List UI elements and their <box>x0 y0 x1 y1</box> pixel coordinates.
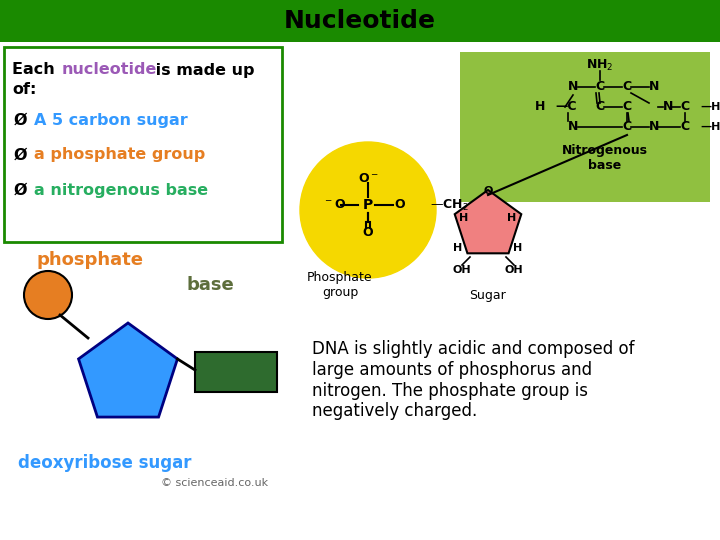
Text: C: C <box>622 120 631 133</box>
Text: —CH$_2$: —CH$_2$ <box>430 198 469 213</box>
Text: N: N <box>568 80 578 93</box>
Text: phosphate: phosphate <box>37 251 143 269</box>
Text: N: N <box>568 120 578 133</box>
Text: H: H <box>508 213 517 223</box>
Text: H: H <box>459 213 469 223</box>
Text: a phosphate group: a phosphate group <box>34 147 205 163</box>
Text: is made up: is made up <box>150 63 254 78</box>
Circle shape <box>24 271 72 319</box>
Text: $^-$O: $^-$O <box>323 199 346 212</box>
Text: a nitrogenous base: a nitrogenous base <box>34 183 208 198</box>
Text: C: C <box>680 120 690 133</box>
Text: O: O <box>483 186 492 196</box>
Text: nucleotide: nucleotide <box>62 63 158 78</box>
Text: —C: —C <box>555 100 577 113</box>
Circle shape <box>300 142 436 278</box>
Text: O$^-$: O$^-$ <box>358 172 379 185</box>
Text: C: C <box>680 100 690 113</box>
Text: of:: of: <box>12 83 37 98</box>
Text: H: H <box>454 243 463 253</box>
Text: OH: OH <box>453 265 472 275</box>
Text: Nucleotide: Nucleotide <box>284 9 436 33</box>
Text: N: N <box>649 120 660 133</box>
Text: NH$_2$: NH$_2$ <box>586 57 613 72</box>
Text: OH: OH <box>505 265 523 275</box>
Text: C: C <box>622 80 631 93</box>
Text: O: O <box>395 199 405 212</box>
Text: Nitrogenous
base: Nitrogenous base <box>562 144 648 172</box>
Text: © scienceaid.co.uk: © scienceaid.co.uk <box>161 478 269 488</box>
Text: C: C <box>622 100 631 113</box>
Text: H: H <box>513 243 523 253</box>
Bar <box>4 47 282 242</box>
Polygon shape <box>78 323 177 417</box>
Bar <box>0 0 720 42</box>
Text: deoxyribose sugar: deoxyribose sugar <box>18 454 192 472</box>
Bar <box>195 352 277 392</box>
Text: Phosphate
group: Phosphate group <box>307 271 373 299</box>
Text: —H: —H <box>700 102 720 112</box>
Text: Ø: Ø <box>14 112 27 127</box>
Text: A 5 carbon sugar: A 5 carbon sugar <box>34 112 188 127</box>
Text: N: N <box>663 100 673 113</box>
Text: —H: —H <box>700 122 720 132</box>
Text: C: C <box>595 100 605 113</box>
Text: P: P <box>363 198 373 212</box>
Text: DNA is slightly acidic and composed of
large amounts of phosphorus and
nitrogen.: DNA is slightly acidic and composed of l… <box>312 340 634 421</box>
Text: H: H <box>535 100 545 113</box>
Text: Each: Each <box>12 63 60 78</box>
Bar <box>460 52 710 202</box>
Text: O: O <box>363 226 373 239</box>
Text: N: N <box>649 80 660 93</box>
Text: base: base <box>186 276 234 294</box>
Polygon shape <box>455 190 521 253</box>
Text: C: C <box>595 80 605 93</box>
Text: Ø: Ø <box>14 147 27 163</box>
Text: Ø: Ø <box>14 183 27 198</box>
Text: Sugar: Sugar <box>469 288 506 301</box>
